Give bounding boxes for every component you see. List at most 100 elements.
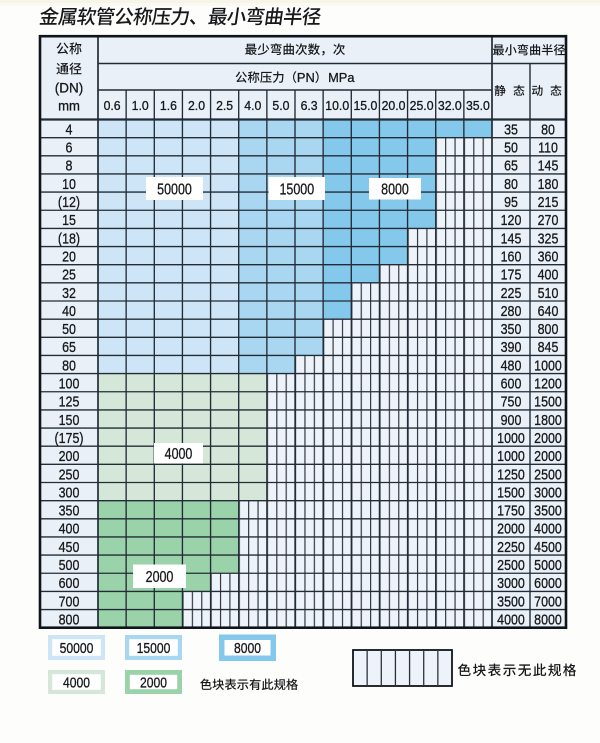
svg-text:1000: 1000	[534, 356, 562, 373]
svg-text:4000: 4000	[63, 674, 90, 691]
svg-text:20.0: 20.0	[382, 98, 406, 114]
svg-text:80: 80	[62, 356, 76, 373]
svg-text:32.0: 32.0	[438, 98, 462, 114]
svg-text:32: 32	[62, 284, 76, 301]
svg-text:1000: 1000	[497, 429, 525, 446]
svg-text:270: 270	[538, 211, 559, 228]
svg-text:50: 50	[504, 138, 518, 155]
svg-text:4: 4	[66, 120, 73, 137]
svg-text:8000: 8000	[381, 181, 409, 199]
svg-text:2000: 2000	[140, 674, 167, 691]
svg-text:95: 95	[504, 193, 518, 210]
svg-text:4000: 4000	[165, 446, 193, 464]
svg-text:160: 160	[501, 247, 522, 264]
svg-text:1800: 1800	[534, 411, 562, 428]
svg-text:145: 145	[501, 229, 522, 246]
svg-text:1200: 1200	[534, 374, 562, 391]
svg-text:280: 280	[501, 302, 522, 319]
svg-text:1500: 1500	[497, 483, 525, 500]
svg-text:600: 600	[59, 574, 80, 591]
svg-text:(18): (18)	[58, 229, 80, 246]
svg-text:0.6: 0.6	[104, 98, 121, 114]
svg-text:25: 25	[62, 265, 76, 282]
svg-text:400: 400	[59, 519, 80, 536]
svg-text:20: 20	[62, 247, 76, 264]
svg-text:350: 350	[59, 501, 80, 518]
svg-text:(DN): (DN)	[55, 79, 83, 95]
svg-text:1000: 1000	[497, 447, 525, 464]
svg-text:80: 80	[504, 175, 518, 192]
svg-text:65: 65	[504, 156, 518, 173]
svg-text:145: 145	[538, 156, 559, 173]
svg-text:6: 6	[66, 138, 73, 155]
svg-text:35.0: 35.0	[466, 98, 490, 114]
svg-text:15: 15	[62, 211, 76, 228]
svg-text:15.0: 15.0	[353, 98, 377, 114]
svg-text:800: 800	[538, 320, 559, 337]
svg-text:4000: 4000	[497, 610, 525, 627]
svg-text:1.6: 1.6	[160, 98, 177, 114]
svg-text:3500: 3500	[534, 501, 562, 518]
svg-text:250: 250	[59, 465, 80, 482]
svg-text:900: 900	[501, 411, 522, 428]
svg-text:6000: 6000	[534, 574, 562, 591]
svg-text:600: 600	[501, 374, 522, 391]
svg-text:3000: 3000	[534, 483, 562, 500]
svg-text:10.0: 10.0	[325, 98, 349, 114]
svg-text:4500: 4500	[534, 538, 562, 555]
svg-text:350: 350	[501, 320, 522, 337]
svg-text:200: 200	[59, 447, 80, 464]
svg-text:180: 180	[538, 175, 559, 192]
svg-text:50000: 50000	[60, 640, 94, 657]
svg-text:125: 125	[59, 392, 80, 409]
svg-text:50: 50	[62, 320, 76, 337]
svg-text:845: 845	[538, 338, 559, 355]
svg-text:480: 480	[501, 356, 522, 373]
svg-text:2500: 2500	[534, 465, 562, 482]
svg-text:325: 325	[538, 229, 559, 246]
svg-text:390: 390	[501, 338, 522, 355]
svg-text:2500: 2500	[497, 556, 525, 573]
svg-text:100: 100	[59, 374, 80, 391]
svg-text:2.5: 2.5	[216, 98, 233, 114]
svg-text:450: 450	[59, 538, 80, 555]
svg-text:2250: 2250	[497, 538, 525, 555]
svg-text:1500: 1500	[534, 392, 562, 409]
svg-text:2000: 2000	[146, 569, 174, 587]
svg-text:3000: 3000	[497, 574, 525, 591]
svg-text:15000: 15000	[279, 181, 314, 199]
svg-text:225: 225	[501, 284, 522, 301]
svg-text:2000: 2000	[497, 519, 525, 536]
svg-text:40: 40	[62, 302, 76, 319]
svg-text:1.0: 1.0	[132, 98, 149, 114]
svg-text:2000: 2000	[534, 429, 562, 446]
svg-text:800: 800	[59, 610, 80, 627]
svg-text:2000: 2000	[534, 447, 562, 464]
svg-text:50000: 50000	[157, 181, 192, 199]
svg-text:15000: 15000	[137, 640, 171, 657]
svg-text:80: 80	[541, 120, 555, 137]
svg-text:175: 175	[501, 265, 522, 282]
svg-text:4.0: 4.0	[244, 98, 261, 114]
svg-text:(175): (175)	[54, 429, 83, 446]
svg-text:65: 65	[62, 338, 76, 355]
svg-text:640: 640	[538, 302, 559, 319]
svg-text:1250: 1250	[497, 465, 525, 482]
svg-text:1750: 1750	[497, 501, 525, 518]
svg-text:7000: 7000	[534, 592, 562, 609]
svg-text:3500: 3500	[497, 592, 525, 609]
svg-text:25.0: 25.0	[410, 98, 434, 114]
svg-text:6.3: 6.3	[301, 98, 318, 114]
svg-text:510: 510	[538, 284, 559, 301]
svg-text:750: 750	[501, 392, 522, 409]
svg-text:500: 500	[59, 556, 80, 573]
svg-text:mm: mm	[58, 98, 80, 113]
svg-text:10: 10	[62, 175, 76, 192]
svg-text:PN: PN	[297, 70, 315, 85]
svg-text:700: 700	[59, 592, 80, 609]
svg-text:120: 120	[501, 211, 522, 228]
svg-text:35: 35	[504, 120, 518, 137]
svg-text:2.0: 2.0	[188, 98, 205, 114]
svg-text:360: 360	[538, 247, 559, 264]
svg-text:5000: 5000	[534, 556, 562, 573]
